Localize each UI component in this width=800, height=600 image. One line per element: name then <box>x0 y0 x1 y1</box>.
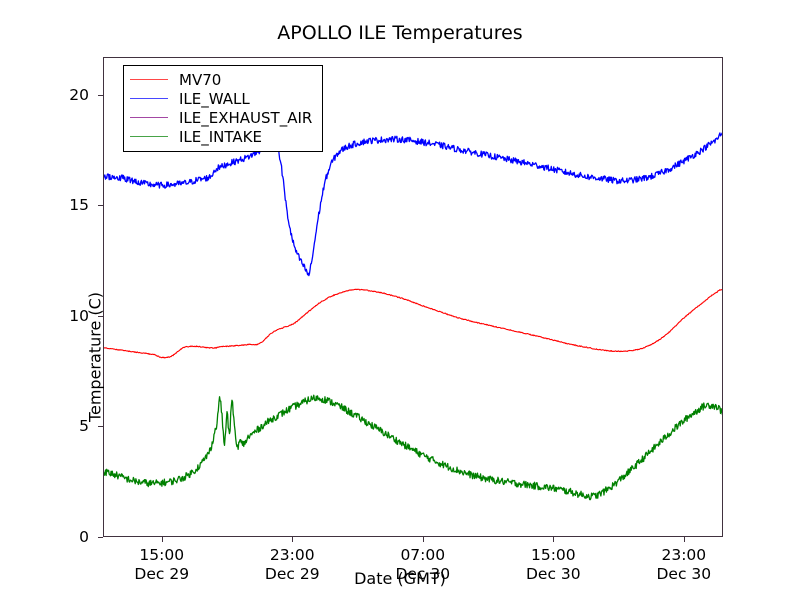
x-tick-mark <box>553 537 555 542</box>
y-tick-label: 0 <box>79 528 89 546</box>
x-tick-label: 23:00 Dec 30 <box>656 546 712 583</box>
series-line-ile_intake <box>103 394 723 501</box>
y-tick-label: 10 <box>69 306 89 325</box>
plot-area: 0 5 10 15 20 15:00 Dec 29 23:00 Dec 29 07:00 Dec … <box>69 57 723 583</box>
legend-item-mv70[interactable]: MV70 <box>130 70 312 89</box>
y-tick-mark <box>98 537 103 538</box>
y-axis-label: Temperature (C) <box>85 291 105 423</box>
legend-item-label: ILE_WALL <box>179 89 250 108</box>
legend-item-label: MV70 <box>179 70 222 89</box>
legend-item-ile_intake[interactable]: ILE_INTAKE <box>130 127 312 146</box>
y-tick-label: 20 <box>69 85 89 104</box>
y-tick-mark <box>98 205 103 207</box>
x-tick-mark <box>422 537 424 542</box>
x-axis-label: Date (GMT) <box>354 569 446 588</box>
y-tick-mark <box>98 94 103 96</box>
x-tick-label: 15:00 Dec 29 <box>134 546 190 583</box>
series-line-ile_wall <box>103 130 723 277</box>
legend-color-swatch <box>130 98 168 99</box>
series-line-mv70 <box>103 288 723 359</box>
legend-color-swatch <box>130 136 168 137</box>
x-tick-label: 15:00 Dec 30 <box>525 546 581 583</box>
x-tick-mark <box>292 537 294 542</box>
legend-color-swatch <box>130 79 168 80</box>
y-tick-mark <box>98 315 103 317</box>
y-tick-label: 5 <box>79 417 89 436</box>
legend-color-swatch <box>130 117 168 118</box>
x-tick-mark <box>161 537 163 542</box>
legend-item-ile_exhaust_air[interactable]: ILE_EXHAUST_AIR <box>130 108 312 127</box>
chart-title: APOLLO ILE Temperatures <box>277 22 523 44</box>
chart-legend[interactable]: MV70 ILE_WALL ILE_EXHAUST_AIR ILE_INTAKE <box>123 65 324 152</box>
legend-item-label: ILE_EXHAUST_AIR <box>179 108 313 127</box>
plot-canvas <box>103 130 723 501</box>
x-tick-mark <box>683 537 685 542</box>
legend-item-label: ILE_INTAKE <box>179 127 262 146</box>
x-tick-label: 07:00 Dec 30 <box>395 546 451 583</box>
legend-item-ile_wall[interactable]: ILE_WALL <box>130 89 312 108</box>
y-tick-label: 15 <box>69 196 89 215</box>
x-tick-label: 23:00 Dec 29 <box>264 546 320 583</box>
y-tick-mark <box>98 426 103 428</box>
